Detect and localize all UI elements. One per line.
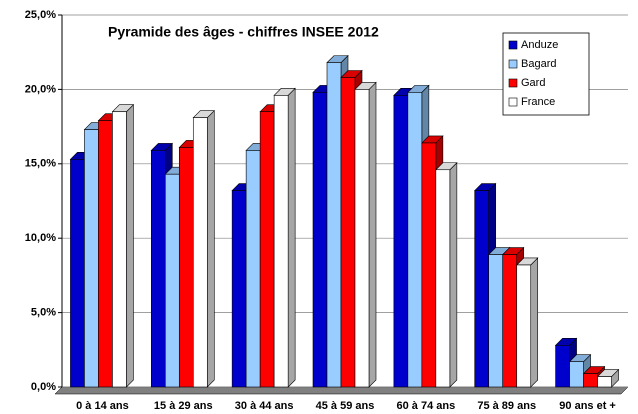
legend-label: Bagard [521,58,556,70]
bar [98,120,113,388]
bar [597,376,612,388]
legend-swatch [508,59,518,69]
bar-side-shade [207,110,215,387]
x-tick-label: 90 ans et + [559,400,616,412]
y-tick-label: 20,0% [25,83,56,95]
x-tick-label: 15 à 29 ans [154,400,213,412]
bar [488,254,504,388]
bar-top-shade [502,247,524,255]
bar [326,62,342,388]
chart-title: Pyramide des âges - chiffres INSEE 2012 [108,24,379,40]
bar [340,77,356,388]
bar-top-shade [112,104,134,112]
x-tick-label: 30 à 44 ans [235,400,294,412]
bar-top-shade [569,354,591,362]
legend-label: France [521,96,555,108]
bar [192,117,208,388]
x-tick-label: 0 à 14 ans [76,400,129,412]
x-tick-label: 45 à 59 ans [316,400,375,412]
legend-label: Gard [521,77,545,89]
bar-top-shade [327,55,348,63]
bar [70,159,85,388]
bar [583,373,598,388]
bar-top-shade [597,369,619,377]
bar-top-shade [516,257,538,265]
y-tick-label: 0,0% [31,381,56,393]
bar-top-shade [555,338,577,346]
legend-swatch [508,97,518,107]
bar [502,254,518,388]
bar [393,95,409,388]
bar [150,150,166,388]
bar-top-shade [583,366,605,374]
legend-box [502,32,590,116]
y-tick-label: 25,0% [25,9,56,21]
bar-top-shade [355,82,376,90]
y-tick-label: 10,0% [25,232,56,244]
bar-top-shade [435,162,457,170]
bar [407,92,423,388]
bar [516,264,532,388]
bar [474,190,490,388]
bar-top-shade [407,85,429,93]
bar-side-shade [611,369,619,387]
bar [259,111,275,388]
bar [421,142,437,388]
legend: Anduze Bagard Gard France [502,32,590,116]
x-tick-label: 75 à 89 ans [477,400,536,412]
bar [312,92,328,388]
bar-top-shade [474,183,496,191]
bar [555,345,570,388]
bar [354,89,370,388]
bar-side-shade [369,82,376,388]
legend-swatch [508,78,518,88]
bar-top-shade [193,110,215,118]
floor [54,386,629,395]
bar [164,173,180,388]
bar [112,111,127,388]
bar-top-shade [274,88,296,96]
legend-label: Anduze [521,39,558,51]
y-tick-label: 15,0% [25,158,56,170]
bar-side-shade [126,104,134,387]
bar-side-shade [449,162,457,387]
bar [569,361,584,388]
bar [435,169,451,388]
bar-side-shade [530,257,538,387]
bar [178,147,194,388]
bar [273,95,289,388]
bar [231,190,247,388]
bar-top-shade [151,143,173,151]
x-tick-label: 60 à 74 ans [396,400,455,412]
bar [245,150,261,388]
y-tick-label: 5,0% [31,307,56,319]
bar-top-shade [341,70,362,78]
bar-side-shade [288,88,296,388]
bar-top-shade [421,135,443,143]
legend-swatch [508,40,518,50]
bar [84,129,99,388]
